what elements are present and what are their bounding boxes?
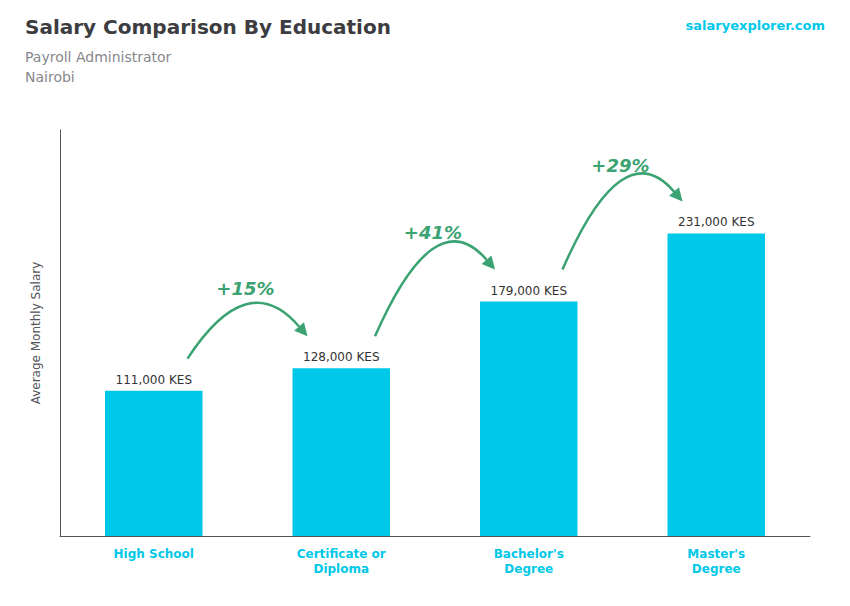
svg-text:Bachelor's: Bachelor's	[494, 547, 564, 561]
svg-text:128,000 KES: 128,000 KES	[303, 350, 380, 364]
svg-text:111,000 KES: 111,000 KES	[115, 373, 192, 387]
svg-text:High School: High School	[114, 547, 194, 561]
svg-text:+41%: +41%	[404, 222, 462, 243]
svg-text:Degree: Degree	[692, 562, 741, 576]
svg-text:179,000 KES: 179,000 KES	[490, 284, 567, 298]
svg-text:Diploma: Diploma	[313, 562, 369, 576]
svg-text:Nairobi: Nairobi	[25, 69, 75, 85]
svg-text:Salary Comparison By Education: Salary Comparison By Education	[25, 15, 391, 39]
svg-text:Average Monthly Salary: Average Monthly Salary	[29, 262, 43, 405]
svg-text:Payroll Administrator: Payroll Administrator	[25, 49, 172, 65]
svg-text:231,000 KES: 231,000 KES	[678, 215, 755, 229]
svg-text:Degree: Degree	[504, 562, 553, 576]
svg-text:+29%: +29%	[591, 155, 649, 176]
svg-text:Master's: Master's	[687, 547, 745, 561]
svg-text:Certificate or: Certificate or	[297, 547, 386, 561]
svg-text:salaryexplorer.com: salaryexplorer.com	[686, 18, 825, 33]
svg-text:+15%: +15%	[216, 278, 274, 299]
